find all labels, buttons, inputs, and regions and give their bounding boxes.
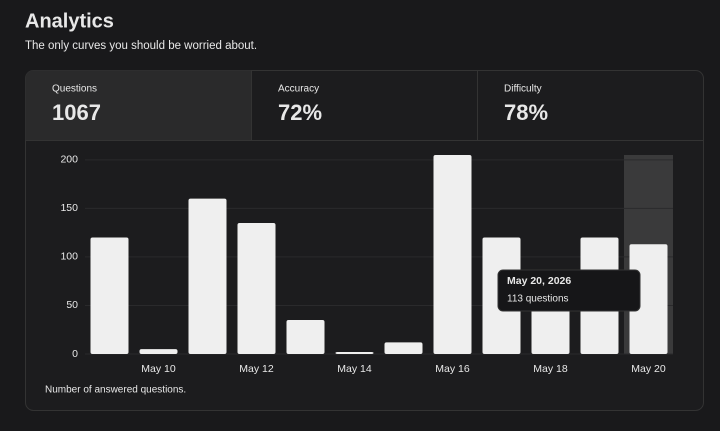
- page-subtitle: The only curves you should be worried ab…: [25, 40, 257, 52]
- tooltip-date: May 20, 2026: [507, 275, 571, 287]
- bar[interactable]: [433, 155, 472, 354]
- y-tick-label: 0: [72, 348, 78, 360]
- active-tab-bg: [25, 70, 251, 140]
- tab-label: Questions: [52, 84, 97, 95]
- bar[interactable]: [188, 198, 227, 354]
- stat-tab[interactable]: Difficulty 78%: [478, 71, 703, 140]
- tooltip-text: 113 questions: [507, 294, 569, 305]
- x-tick-label: May 20: [631, 363, 666, 375]
- bar[interactable]: [384, 342, 423, 354]
- tab-value: 78%: [504, 100, 548, 125]
- bar[interactable]: [335, 352, 374, 354]
- stat-tab[interactable]: Accuracy 72%: [252, 71, 477, 140]
- tab-value: 1067: [52, 100, 101, 125]
- bar[interactable]: [286, 320, 325, 354]
- tab-label: Difficulty: [504, 84, 542, 95]
- chart-caption: Number of answered questions.: [45, 385, 186, 396]
- y-tick-label: 200: [60, 154, 78, 166]
- y-tick-label: 150: [60, 202, 78, 214]
- bar[interactable]: [237, 222, 276, 354]
- tabs: Questions 1067 Accuracy 72% Difficulty 78%: [26, 71, 703, 140]
- bar[interactable]: [139, 349, 178, 354]
- tab-label: Accuracy: [278, 84, 319, 95]
- stat-tab[interactable]: Questions 1067: [26, 71, 251, 140]
- chart: 0 50 100 150 200 May 10 May 12 May 14 May 16 May …: [45, 154, 673, 396]
- x-tick-label: May 12: [239, 363, 274, 375]
- y-tick-label: 100: [60, 251, 78, 263]
- y-tick-label: 50: [66, 299, 78, 311]
- page-title: Analytics: [25, 10, 114, 32]
- tooltip-box: [497, 269, 641, 312]
- x-tick-label: May 10: [141, 363, 176, 375]
- x-tick-label: May 16: [435, 363, 470, 375]
- bar[interactable]: [90, 237, 129, 354]
- x-tick-label: May 18: [533, 363, 568, 375]
- tab-value: 72%: [278, 100, 322, 125]
- x-tick-label: May 14: [337, 363, 372, 375]
- tooltip: May 20, 2026 113 questions: [497, 269, 641, 312]
